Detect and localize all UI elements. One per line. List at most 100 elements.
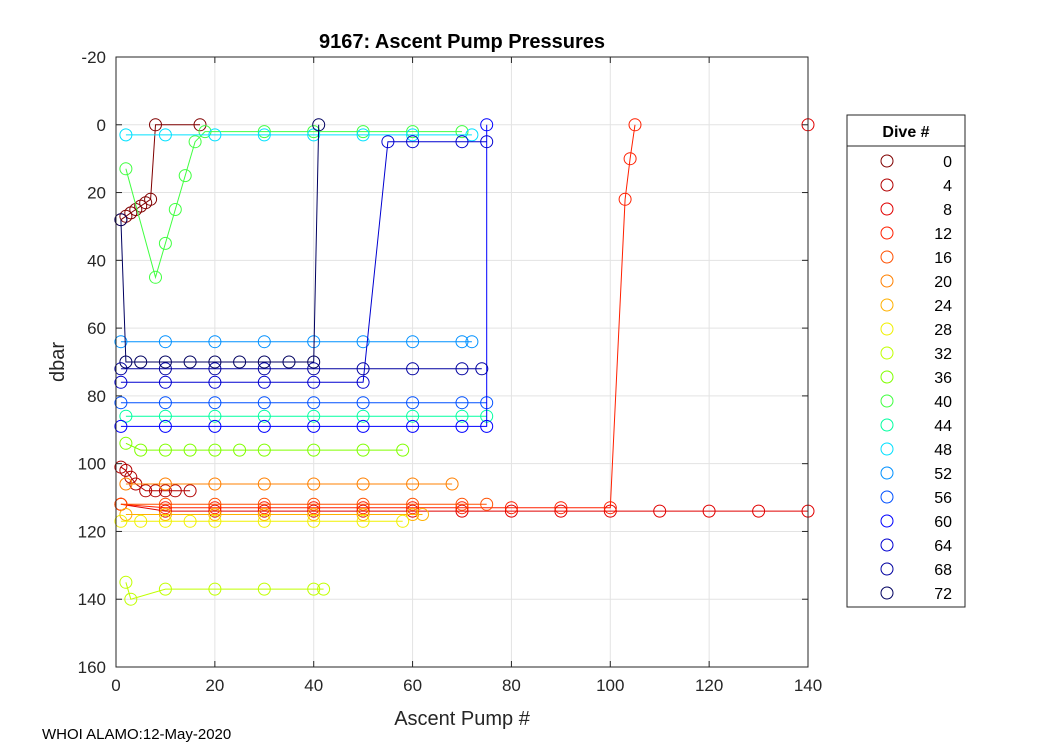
plot-frame	[115, 56, 809, 668]
data-point	[455, 419, 469, 433]
data-point	[257, 497, 271, 511]
data-point	[158, 409, 172, 423]
data-point	[158, 236, 172, 250]
data-point	[114, 396, 128, 410]
data-point	[480, 419, 494, 433]
data-point	[208, 362, 222, 376]
y-tick-label: 80	[87, 387, 106, 406]
data-point	[119, 355, 133, 369]
data-point	[356, 419, 370, 433]
legend-entry: 24	[880, 298, 952, 315]
series-60	[114, 118, 494, 433]
data-point	[317, 582, 331, 596]
legend-marker	[880, 394, 894, 408]
data-point	[282, 355, 296, 369]
data-point	[208, 477, 222, 491]
data-point	[257, 396, 271, 410]
data-point	[504, 504, 518, 518]
data-point	[307, 501, 321, 515]
data-point	[208, 419, 222, 433]
data-point	[257, 125, 271, 139]
data-point	[307, 582, 321, 596]
chart-title: 9167: Ascent Pump Pressures	[319, 31, 605, 53]
legend-entry: 44	[880, 418, 952, 435]
legend-label: 20	[934, 274, 952, 291]
data-point	[356, 508, 370, 521]
data-point	[356, 497, 370, 511]
data-point	[158, 497, 172, 511]
legend-marker	[880, 442, 894, 456]
series-56	[114, 396, 494, 410]
data-point	[307, 419, 321, 433]
legend-entry: 36	[880, 370, 952, 387]
data-point	[158, 504, 172, 518]
x-tick-label: 80	[502, 676, 521, 695]
data-point	[307, 504, 321, 518]
legend-label: 12	[934, 226, 952, 243]
y-tick-label: 140	[78, 590, 106, 609]
data-point	[114, 375, 128, 389]
data-point	[149, 484, 162, 498]
legend: Dive # 048121620242832364044485256606468…	[846, 114, 966, 608]
y-tick-label: -20	[81, 48, 106, 67]
legend-entry: 8	[880, 202, 952, 219]
data-point	[307, 409, 321, 423]
series-44	[119, 409, 494, 423]
legend-label: 4	[943, 178, 952, 195]
data-point	[149, 270, 162, 284]
data-point	[455, 504, 469, 518]
data-point	[183, 484, 197, 498]
series-32	[119, 575, 331, 606]
data-point	[208, 497, 222, 511]
series-28	[114, 514, 410, 528]
legend-label: 0	[943, 154, 952, 171]
x-axis-label: Ascent Pump #	[394, 708, 531, 730]
data-point	[158, 362, 172, 376]
data-point	[257, 514, 271, 528]
legend-marker	[880, 178, 894, 192]
data-point	[480, 118, 494, 132]
data-point	[208, 582, 222, 596]
series-40	[119, 125, 469, 284]
y-tick-label: 0	[97, 116, 106, 135]
data-point	[356, 514, 370, 528]
data-point	[158, 477, 172, 491]
y-tick-label: 120	[78, 522, 106, 541]
legend-entry: 16	[880, 250, 952, 267]
data-point	[475, 362, 489, 376]
x-tick-label: 0	[111, 676, 120, 695]
legend-entry: 72	[880, 586, 952, 603]
legend-label: 68	[934, 562, 952, 579]
legend-label: 28	[934, 322, 952, 339]
legend-label: 24	[934, 298, 952, 315]
y-axis-label: dbar	[47, 342, 69, 382]
data-point	[307, 125, 321, 139]
data-point	[208, 375, 222, 389]
data-point	[178, 169, 192, 183]
data-point	[356, 125, 370, 139]
data-point	[752, 504, 766, 518]
data-point	[356, 128, 370, 142]
x-tick-label: 20	[205, 676, 224, 695]
series-line	[125, 442, 403, 451]
data-point	[406, 409, 420, 423]
data-point	[257, 362, 271, 376]
data-point	[445, 477, 459, 491]
legend-label: 64	[934, 538, 952, 555]
legend-label: 52	[934, 466, 952, 483]
data-point	[158, 396, 172, 410]
data-point	[455, 409, 469, 423]
y-tick-label: 160	[78, 658, 106, 677]
data-point	[208, 501, 222, 515]
data-point	[124, 470, 138, 484]
series-72	[114, 118, 326, 369]
data-point	[356, 409, 370, 423]
data-point	[356, 396, 370, 410]
data-point	[257, 582, 271, 596]
series-20	[119, 477, 459, 491]
data-point	[465, 335, 479, 349]
data-point	[480, 497, 494, 511]
data-point	[233, 355, 247, 369]
legend-label: 16	[934, 250, 952, 267]
